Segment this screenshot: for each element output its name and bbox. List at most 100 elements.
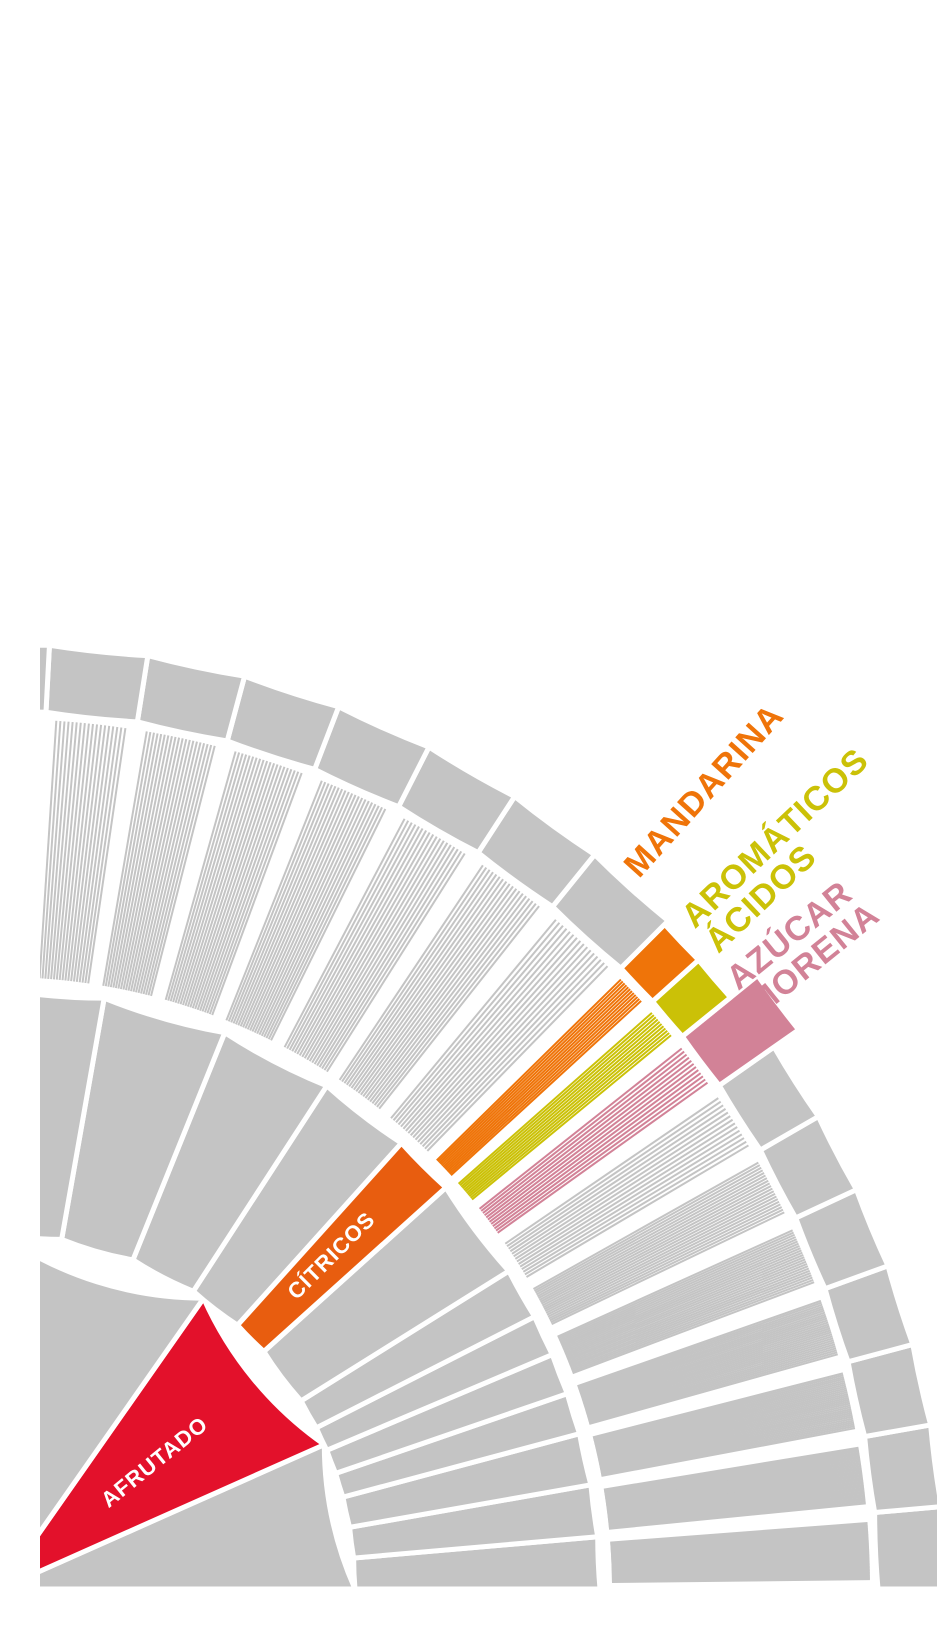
stripe-line xyxy=(611,1578,870,1584)
stripe-line xyxy=(535,1169,764,1296)
stripe-line xyxy=(603,1448,859,1492)
stripe-line xyxy=(114,734,166,989)
stripe-line xyxy=(371,897,531,1104)
stripe-line xyxy=(537,1174,766,1300)
stripe-line xyxy=(570,1274,812,1370)
stripe-line xyxy=(104,731,152,987)
stripe-line xyxy=(601,1425,855,1476)
stripe-line xyxy=(450,1000,642,1177)
stripe-line xyxy=(611,1553,870,1566)
stripe-line xyxy=(611,1552,870,1565)
stripe-line xyxy=(611,1547,870,1562)
stripe-line xyxy=(578,1305,824,1392)
stripe-line xyxy=(201,767,289,1012)
stripe-line xyxy=(582,1323,830,1404)
stripe-line xyxy=(606,1471,863,1509)
stripe-line xyxy=(605,1460,861,1501)
stripe-line xyxy=(343,869,491,1084)
stripe-line xyxy=(562,1245,800,1349)
stripe-line xyxy=(172,754,248,1003)
stripe-line xyxy=(597,1398,850,1457)
stripe-line xyxy=(164,751,237,1001)
stripe-line xyxy=(251,796,360,1032)
stripe-line xyxy=(47,721,70,979)
stripe-line xyxy=(488,1066,697,1223)
stripe-line xyxy=(395,925,564,1124)
outer-stripes xyxy=(40,720,127,984)
outer-cap xyxy=(224,673,342,772)
stripe-line xyxy=(538,1177,768,1301)
stripe-line xyxy=(597,1400,850,1459)
stripe-line xyxy=(605,1465,862,1504)
stripe-line xyxy=(449,998,640,1175)
stripe-line xyxy=(611,1558,870,1570)
stripe-line xyxy=(419,955,599,1145)
stripe-line xyxy=(595,1389,848,1451)
stripe-line xyxy=(610,1529,869,1549)
stripe-line xyxy=(81,726,119,983)
stripe-line xyxy=(559,1238,797,1344)
stripe-line xyxy=(564,1251,803,1354)
stripe-line xyxy=(484,1056,690,1217)
stripe-line xyxy=(191,762,276,1009)
stripe-line xyxy=(459,1014,655,1187)
stripe-line xyxy=(263,803,377,1038)
stripe-line xyxy=(545,1195,777,1314)
stripe-line xyxy=(208,771,300,1015)
stripe-line xyxy=(611,1569,870,1577)
stripe-line xyxy=(600,1421,855,1473)
stripe-line xyxy=(242,790,347,1028)
stripe-line xyxy=(571,1278,814,1373)
stripe-line xyxy=(487,1063,695,1221)
stripe-line xyxy=(594,1383,846,1447)
outer-cap xyxy=(872,1504,937,1589)
stripe-line xyxy=(524,1140,747,1276)
stripe-line xyxy=(594,1381,846,1445)
stripe-line xyxy=(84,727,123,984)
stripe-line xyxy=(345,871,494,1086)
stripe-line xyxy=(390,919,557,1119)
stripe-line xyxy=(610,1537,869,1555)
stripe-line xyxy=(594,1379,845,1444)
stripe-line xyxy=(596,1396,849,1456)
outer-stripes xyxy=(457,1012,672,1201)
stripe-line xyxy=(227,781,327,1022)
stripe-line xyxy=(593,1378,845,1443)
stripe-line xyxy=(447,996,639,1174)
stripe-line xyxy=(595,1391,848,1452)
stripe-line xyxy=(482,1053,688,1214)
outer-cap xyxy=(40,642,52,715)
stripe-line xyxy=(605,1458,861,1499)
outer-stripes xyxy=(6,719,38,978)
stripe-line xyxy=(400,931,571,1128)
stripe-line xyxy=(338,864,484,1081)
stripe-line xyxy=(596,1395,849,1455)
stripe-line xyxy=(571,1276,813,1371)
stripe-line xyxy=(604,1450,860,1493)
stripe-line xyxy=(446,994,637,1172)
stripe-line xyxy=(592,1372,844,1439)
stripe-line xyxy=(559,1236,797,1343)
stripe-line xyxy=(580,1313,826,1397)
stripe-line xyxy=(169,753,244,1002)
outer-stripes xyxy=(283,818,466,1073)
stripe-line xyxy=(611,1570,870,1578)
stripe-line xyxy=(557,1229,794,1338)
stripe-line xyxy=(64,723,94,981)
stripe-line xyxy=(551,1211,785,1325)
stripe-line xyxy=(189,761,272,1008)
stripe-line xyxy=(70,724,103,982)
stripe-line xyxy=(539,1179,769,1303)
stripe-line xyxy=(397,928,568,1126)
stripe-line xyxy=(611,1573,870,1580)
stripe-line xyxy=(350,876,501,1089)
stripe-line xyxy=(611,1559,870,1571)
stripe-line xyxy=(603,1446,859,1491)
outer-stripes xyxy=(338,864,540,1110)
stripe-line xyxy=(611,1562,870,1573)
outer-stripes xyxy=(436,978,642,1177)
stripe-line xyxy=(610,1535,869,1554)
stripe-line xyxy=(608,1497,866,1527)
stripe-line xyxy=(55,722,82,980)
stripe-line xyxy=(566,1260,807,1360)
